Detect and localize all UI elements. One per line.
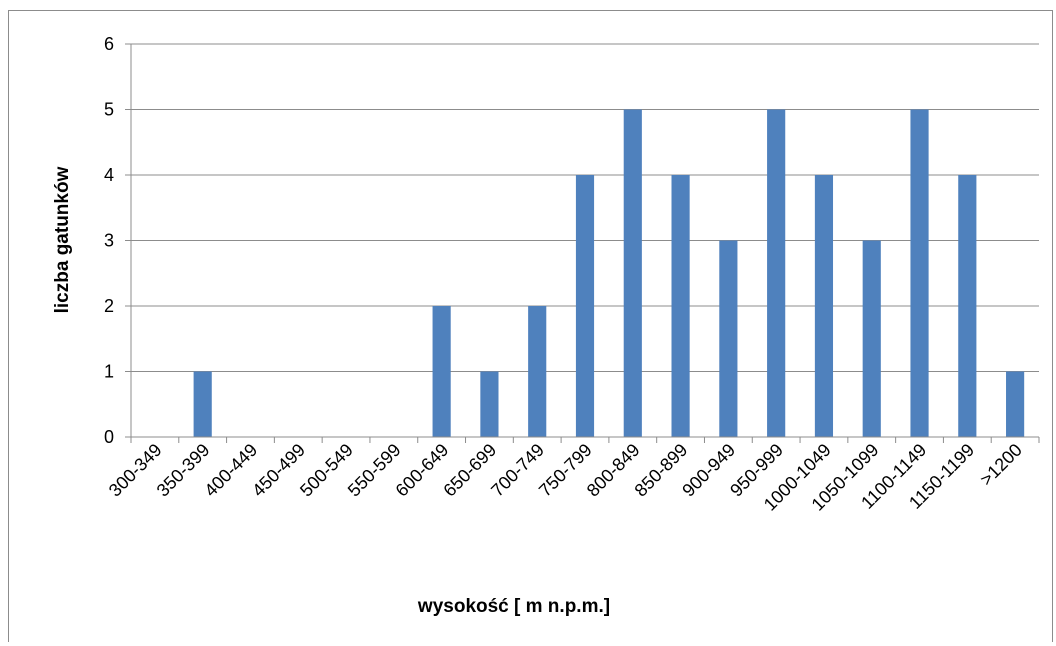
bar-850-899 xyxy=(671,175,690,437)
bar->1200 xyxy=(1006,371,1025,437)
y-tick-label-6: 6 xyxy=(104,34,114,54)
bar-600-649 xyxy=(432,306,451,437)
bar-900-949 xyxy=(719,240,738,437)
y-tick-label-3: 3 xyxy=(104,231,114,251)
bar-1100-1149 xyxy=(910,109,929,437)
bar-1150-1199 xyxy=(958,175,977,437)
y-tick-label-1: 1 xyxy=(104,362,114,382)
bar-1000-1049 xyxy=(814,175,834,437)
y-axis-title: liczba gatunków xyxy=(52,166,73,313)
y-tick-label-4: 4 xyxy=(104,165,114,185)
y-tick-label-2: 2 xyxy=(104,296,114,316)
bar-1050-1099 xyxy=(862,240,881,437)
y-tick-labels: 0 1 2 3 4 5 6 xyxy=(104,34,114,447)
bar-750-799 xyxy=(575,175,595,437)
bar-650-699 xyxy=(480,371,499,437)
chart-frame xyxy=(8,10,1053,642)
x-tick-label->1200: >1200 xyxy=(976,440,1026,490)
y-tick-label-5: 5 xyxy=(104,100,114,120)
bars xyxy=(193,109,1025,437)
x-axis-title: wysokość [ m n.p.m.] xyxy=(417,596,610,617)
bar-950-999 xyxy=(767,109,786,437)
bar-700-749 xyxy=(528,306,547,437)
bar-800-849 xyxy=(623,109,642,437)
bar-350-399 xyxy=(193,371,212,437)
axes xyxy=(125,43,1040,443)
y-tick-label-0: 0 xyxy=(104,427,114,447)
x-tick-labels: 300-349350-399400-449450-499500-549550-5… xyxy=(105,440,1026,515)
